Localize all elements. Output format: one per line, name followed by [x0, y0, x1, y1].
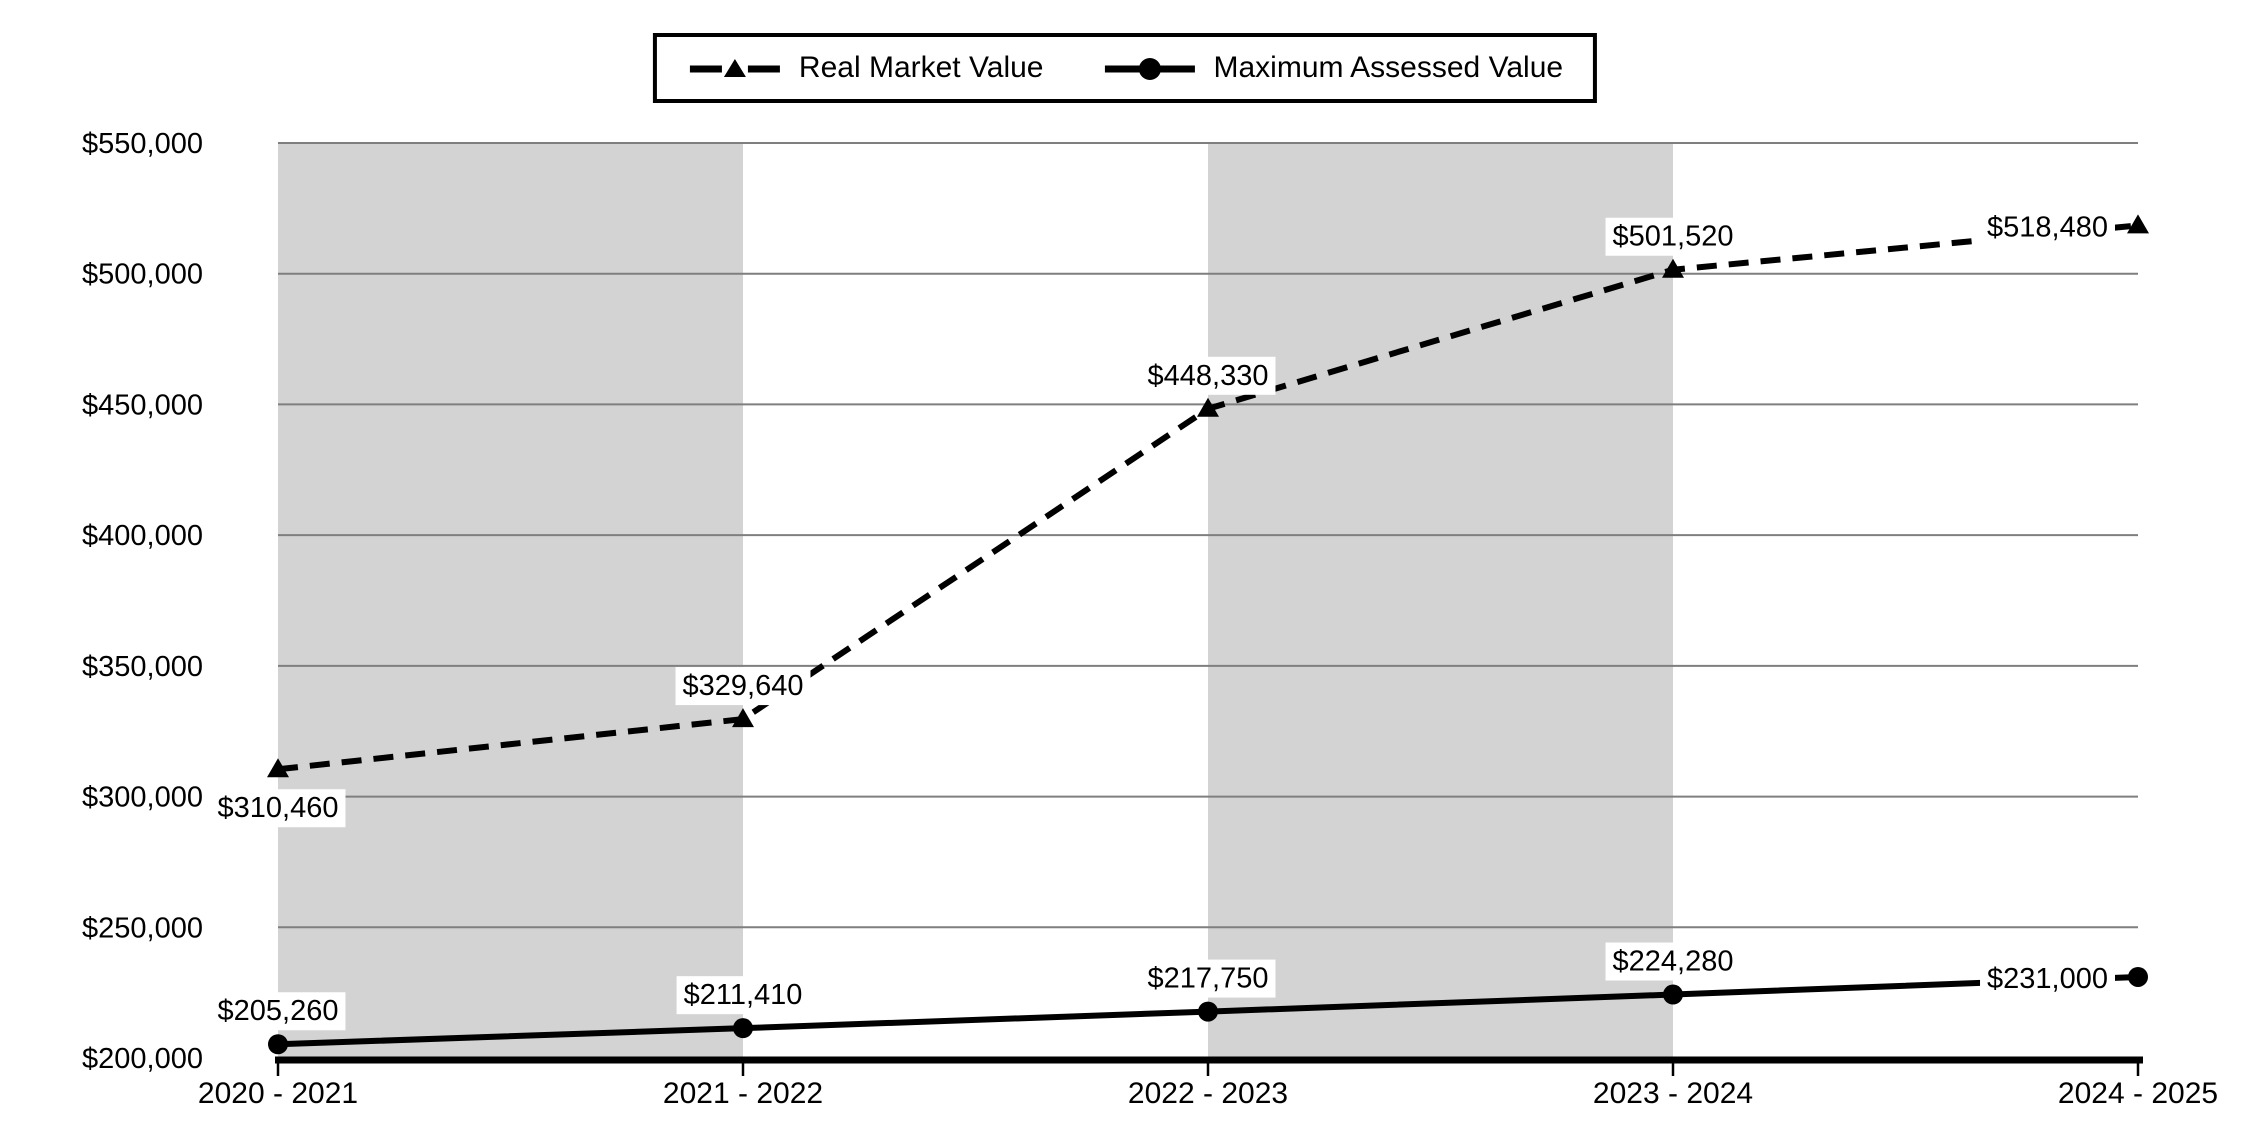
data-label: $501,520 [1613, 221, 1734, 253]
data-label-background [1980, 208, 2115, 247]
data-label: $217,750 [1148, 963, 1269, 995]
category-band [1208, 143, 1673, 1058]
circle-marker [2128, 966, 2148, 987]
y-axis-tick-labels: $200,000 $250,000 $300,000 $350,000 $400,000… [82, 128, 203, 1075]
legend-label-real-market-value: Real Market Value [798, 51, 1044, 84]
legend-item-maximum-assessed-value: Maximum Assessed Value [1101, 51, 1563, 85]
x-tick-label: 2021 - 2022 [663, 1077, 823, 1110]
data-label-background [676, 976, 810, 1015]
y-tick-label: $200,000 [82, 1043, 203, 1075]
data-label-background [675, 667, 811, 706]
data-labels: $310,460 $329,640 $448,330 $501,520 $518,480… [210, 208, 2115, 1031]
legend-item-real-market-value: Real Market Value [687, 51, 1044, 85]
triangle-marker [2127, 214, 2149, 234]
data-label: $310,460 [218, 792, 339, 824]
x-tick-label: 2023 - 2024 [1593, 1077, 1753, 1110]
data-label-background [210, 992, 346, 1031]
data-label-background [1140, 959, 1276, 998]
circle-marker [1663, 984, 1683, 1005]
x-axis-tick-labels: 2020 - 2021 2021 - 2022 2022 - 2023 2023 - … [198, 1077, 2218, 1110]
dashed-triangle-marker-icon [689, 59, 780, 77]
data-label: $231,000 [1987, 963, 2108, 995]
category-band [278, 143, 743, 1058]
x-axis [275, 1056, 2143, 1076]
circle-marker [268, 1034, 288, 1055]
data-label-background [1605, 217, 1741, 256]
data-label: $518,480 [1987, 211, 2108, 243]
circle-marker [1198, 1001, 1218, 1022]
triangle-marker [267, 758, 289, 778]
x-tick-label: 2024 - 2025 [2058, 1077, 2218, 1110]
x-tick-label: 2022 - 2023 [1128, 1077, 1288, 1110]
solid-circle-marker-icon [1104, 58, 1195, 80]
data-label-background [1140, 356, 1276, 395]
legend: Real Market Value Maximum Assessed Value [652, 33, 1598, 103]
circle-marker [733, 1018, 753, 1039]
triangle-marker [1662, 258, 1684, 278]
data-label: $329,640 [683, 670, 804, 702]
y-tick-label: $250,000 [82, 912, 203, 944]
data-label-background [210, 789, 346, 828]
y-tick-label: $300,000 [82, 782, 203, 814]
y-tick-label: $550,000 [82, 128, 203, 160]
data-label-background [1980, 959, 2115, 998]
data-label: $205,260 [218, 995, 339, 1027]
triangle-marker [1197, 397, 1219, 417]
y-tick-label: $400,000 [82, 520, 203, 552]
y-tick-label: $450,000 [82, 389, 203, 421]
y-tick-label: $500,000 [82, 259, 203, 291]
data-label: $224,280 [1613, 946, 1734, 978]
triangle-marker [732, 708, 754, 728]
data-label: $448,330 [1148, 360, 1269, 392]
legend-label-maximum-assessed-value: Maximum Assessed Value [1213, 51, 1564, 84]
y-tick-label: $350,000 [82, 651, 203, 683]
data-label: $211,410 [684, 979, 803, 1011]
x-tick-label: 2020 - 2021 [198, 1077, 358, 1110]
category-bands [278, 143, 1673, 1058]
data-label-background [1605, 942, 1741, 981]
data-point-markers [267, 214, 2149, 1055]
